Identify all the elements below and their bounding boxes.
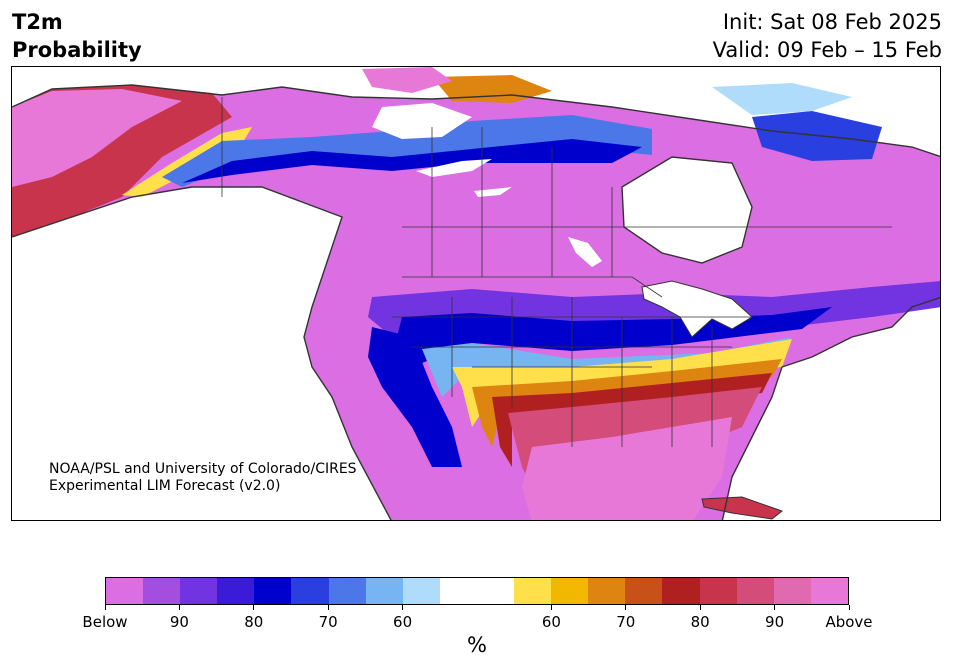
title-variable: T2m: [12, 10, 63, 34]
colorbar-tick-label: 80: [690, 613, 710, 631]
colorbar-tick-label: 70: [616, 613, 636, 631]
region-southwest-below: [368, 327, 462, 467]
colorbar-segment: [810, 578, 848, 604]
colorbar-segment: [143, 578, 181, 604]
colorbar-segment: [514, 578, 552, 604]
colorbar-segment: [699, 578, 737, 604]
lake-winnipeg: [568, 237, 602, 267]
region-south-above-strong: [522, 417, 732, 520]
colorbar-tick: [550, 605, 552, 610]
colorbar-segment: [588, 578, 626, 604]
forecast-dates: Init: Sat 08 Feb 2025 Valid: 09 Feb – 15…: [713, 8, 942, 64]
colorbar-segment: [365, 578, 403, 604]
valid-range: Valid: 09 Feb – 15 Feb: [712, 38, 942, 62]
colorbar-segment: [736, 578, 774, 604]
colorbar-tick-label: Above: [825, 613, 873, 631]
colorbar-tick: [774, 605, 776, 610]
colorbar-tick: [178, 605, 180, 610]
colorbar-tick: [327, 605, 329, 610]
colorbar: [105, 577, 849, 605]
init-date: Init: Sat 08 Feb 2025: [722, 10, 942, 34]
credit-line-1: NOAA/PSL and University of Colorado/CIRE…: [49, 461, 357, 477]
region-arctic-white: [372, 103, 472, 139]
colorbar-segment: [551, 578, 589, 604]
region-alaska-above-strong: [12, 89, 182, 187]
colorbar-segment: [217, 578, 255, 604]
coastline: [12, 84, 940, 520]
colorbar-tick-label: 90: [169, 613, 189, 631]
colorbar-segment: [106, 578, 144, 604]
colorbar-tick: [402, 605, 404, 610]
colorbar-segment: [180, 578, 218, 604]
region-us-below-light: [422, 337, 792, 397]
hudson-bay: [622, 157, 752, 263]
great-lakes: [641, 280, 753, 338]
colorbar-tick-label: Below: [82, 613, 128, 631]
colorbar-tick-label: 90: [765, 613, 785, 631]
region-south-above-yellow: [452, 339, 792, 427]
colorbar-segment: [291, 578, 329, 604]
title-type: Probability: [12, 38, 142, 62]
credit-text: NOAA/PSL and University of Colorado/CIRE…: [49, 461, 357, 495]
map-title: T2m Probability: [12, 8, 142, 64]
probability-map: [12, 67, 940, 520]
colorbar-tick: [625, 605, 627, 610]
colorbar-segment: [625, 578, 663, 604]
political-borders: [221, 97, 892, 447]
colorbar-segment: [439, 578, 477, 604]
great-bear-lake: [416, 159, 492, 177]
credit-line-2: Experimental LIM Forecast (v2.0): [49, 478, 281, 494]
colorbar-segment: [328, 578, 366, 604]
colorbar-segment: [402, 578, 440, 604]
colorbar-tick-label: 80: [244, 613, 264, 631]
colorbar-segment: [476, 578, 515, 604]
region-yukon-below: [162, 115, 652, 187]
region-yukon-below-dark: [182, 139, 642, 183]
colorbar-tick-label: 60: [393, 613, 413, 631]
colorbar-segment: [662, 578, 700, 604]
great-slave-lake: [474, 187, 512, 197]
colorbar-tick: [699, 605, 701, 610]
colorbar-tick: [848, 605, 850, 610]
cuba: [701, 496, 784, 520]
region-labrador-pale: [712, 83, 852, 115]
colorbar-tick-label: 60: [541, 613, 561, 631]
colorbar-unit: %: [467, 633, 487, 657]
colorbar-segment: [254, 578, 292, 604]
colorbar-tick: [253, 605, 255, 610]
region-arctic-above-strong: [362, 67, 452, 93]
colorbar-tick: [104, 605, 106, 610]
map-panel: [11, 66, 941, 521]
colorbar-tick-label: 70: [318, 613, 338, 631]
colorbar-segment: [773, 578, 811, 604]
